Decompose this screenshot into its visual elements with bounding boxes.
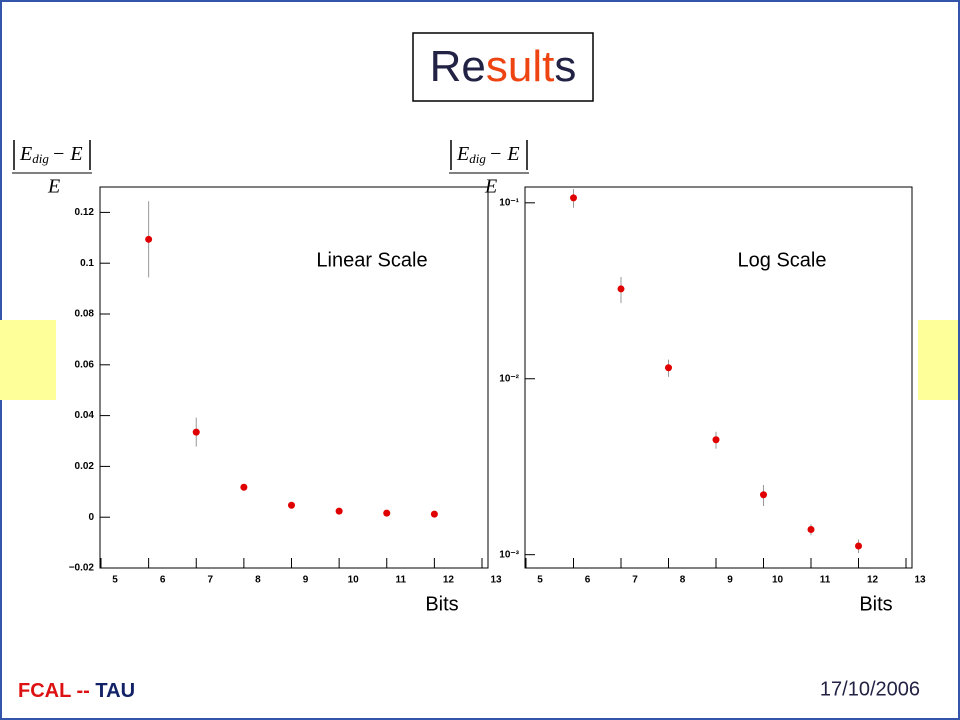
ylabel-sub: dig	[469, 151, 486, 166]
data-point	[855, 542, 862, 550]
ylabel-var: E	[456, 143, 469, 165]
x-tick-label: 7	[207, 575, 213, 586]
y-tick-label: 10⁻²	[499, 373, 519, 384]
ylabel-denominator: E	[47, 176, 60, 198]
data-point	[807, 526, 815, 534]
data-point	[288, 501, 295, 509]
title-part: sult	[486, 42, 554, 91]
footer: FCAL -- TAU	[18, 680, 135, 702]
ylabel-rest: − E	[52, 143, 83, 165]
y-tick-label: −0.02	[69, 563, 95, 574]
ylabel-sub: dig	[32, 151, 49, 166]
x-tick-label: 11	[820, 575, 831, 586]
y-tick-label: 0.04	[75, 410, 95, 421]
footer-part: TAU	[95, 680, 135, 702]
data-point	[383, 509, 391, 517]
y-tick-label: 10⁻¹	[499, 197, 519, 208]
x-tick-label: 12	[867, 575, 879, 586]
y-tick-label: 0.02	[75, 461, 95, 472]
x-tick-label: 13	[914, 575, 926, 586]
x-tick-label: 7	[632, 575, 638, 586]
data-point	[192, 428, 200, 436]
x-tick-label: 13	[490, 575, 502, 586]
ylabel-rest: − E	[489, 143, 520, 165]
y-tick-label: 0.08	[75, 309, 95, 320]
title: Results	[430, 42, 577, 91]
ylabel-numerator: Edig − E	[456, 143, 520, 166]
x-tick-label: 8	[255, 575, 261, 586]
title-part: s	[554, 42, 576, 91]
ylabel-var: E	[19, 143, 32, 165]
y-axis-label: Edig − EE	[12, 140, 92, 198]
data-point	[760, 491, 767, 499]
y-tick-label: 0.06	[75, 359, 95, 370]
data-point	[665, 364, 672, 372]
data-point	[617, 285, 625, 293]
x-axis-label: Bits	[425, 593, 458, 615]
x-tick-label: 5	[537, 575, 543, 586]
x-tick-label: 9	[303, 575, 309, 586]
data-point	[430, 510, 438, 518]
x-tick-label: 8	[680, 575, 686, 586]
data-point	[145, 235, 153, 243]
y-tick-label: 0.1	[80, 258, 94, 269]
title-part: Re	[430, 42, 486, 91]
x-axis-label: Bits	[859, 593, 892, 615]
y-tick-label: 0	[88, 512, 94, 523]
data-point	[335, 507, 343, 515]
data-point	[570, 194, 577, 202]
y-tick-label: 10⁻³	[499, 549, 519, 560]
decor-right	[918, 320, 958, 400]
x-tick-label: 9	[727, 575, 733, 586]
plot-frame	[524, 186, 913, 569]
x-tick-label: 10	[772, 575, 784, 586]
annotation: Log Scale	[738, 249, 827, 271]
data-point	[240, 483, 248, 491]
x-tick-label: 10	[348, 575, 360, 586]
decor-left	[0, 320, 56, 400]
ylabel-numerator: Edig − E	[19, 143, 83, 166]
annotation: Linear Scale	[316, 249, 427, 271]
x-tick-label: 5	[112, 575, 118, 586]
y-tick-label: 0.12	[75, 207, 95, 218]
date: 17/10/2006	[820, 678, 920, 700]
x-tick-label: 11	[395, 575, 406, 586]
plot-frame	[99, 186, 489, 569]
x-tick-label: 6	[160, 575, 166, 586]
x-tick-label: 6	[585, 575, 591, 586]
footer-part: FCAL --	[18, 680, 90, 702]
title-box	[412, 32, 594, 102]
x-tick-label: 12	[443, 575, 455, 586]
data-point	[712, 436, 720, 444]
y-axis-label: Edig − EE	[449, 140, 529, 198]
ylabel-denominator: E	[484, 176, 497, 198]
